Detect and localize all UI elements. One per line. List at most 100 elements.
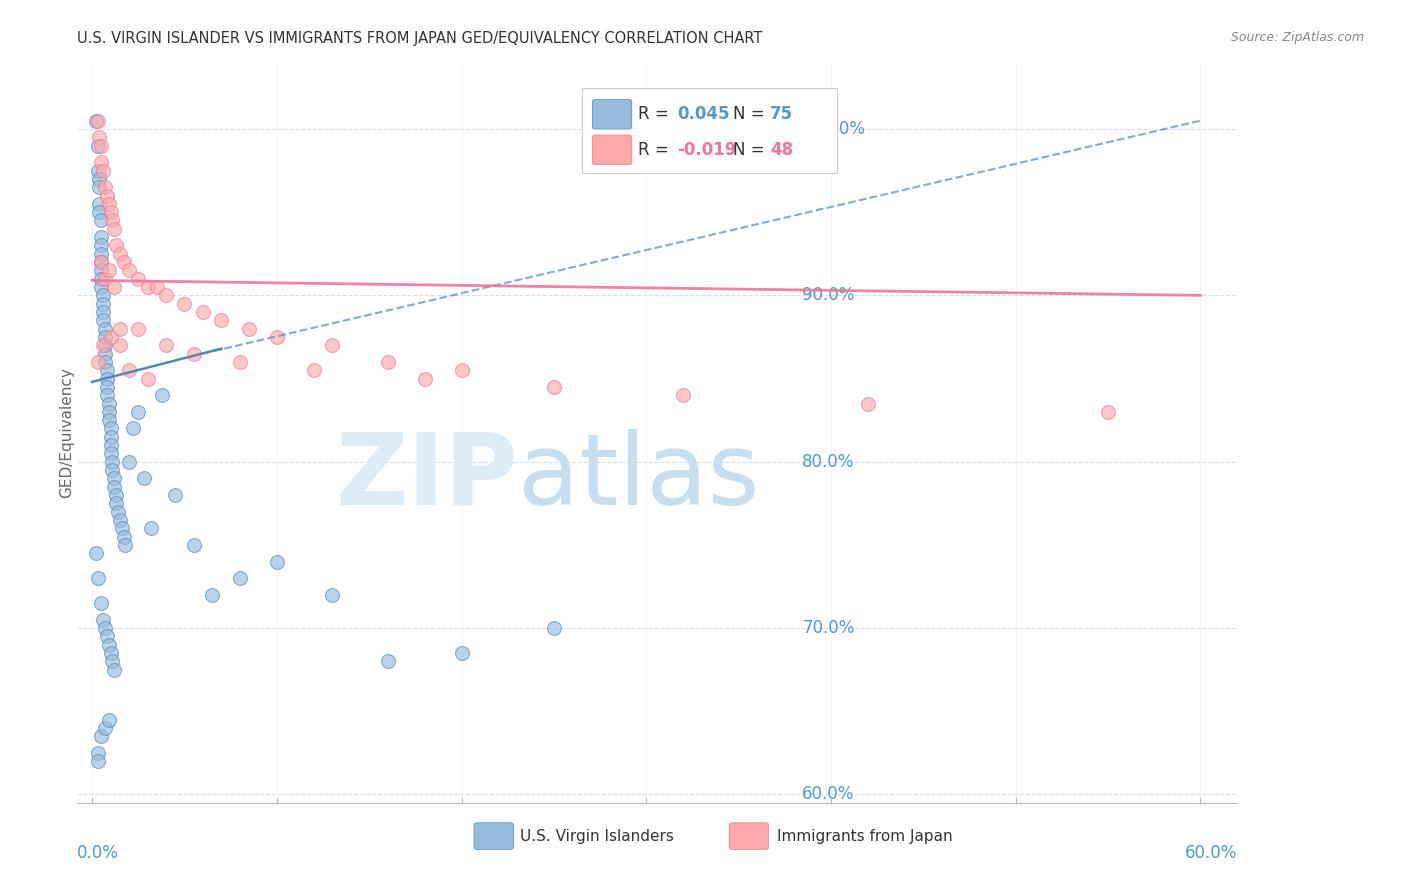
- Point: [201, 588, 224, 602]
- Text: 80.0%: 80.0%: [803, 453, 855, 471]
- Point: [121, 421, 143, 435]
- Point: [84, 546, 107, 560]
- Point: [103, 280, 125, 294]
- Point: [94, 330, 117, 344]
- Point: [97, 197, 120, 211]
- Point: [97, 413, 120, 427]
- Y-axis label: GED/Equivalency: GED/Equivalency: [59, 368, 73, 498]
- Point: [155, 338, 177, 352]
- Point: [89, 197, 111, 211]
- Point: [103, 480, 125, 494]
- Point: [90, 280, 112, 294]
- Point: [229, 355, 252, 369]
- Point: [86, 113, 108, 128]
- Point: [101, 463, 124, 477]
- Point: [266, 555, 288, 569]
- Point: [118, 455, 141, 469]
- Text: N =: N =: [733, 105, 769, 123]
- Point: [97, 638, 120, 652]
- Point: [1097, 405, 1119, 419]
- Point: [91, 613, 114, 627]
- Text: 60.0%: 60.0%: [803, 786, 855, 804]
- Point: [165, 488, 187, 502]
- Point: [97, 396, 120, 410]
- Text: 90.0%: 90.0%: [803, 286, 855, 304]
- Point: [105, 488, 128, 502]
- Point: [191, 305, 214, 319]
- Point: [96, 629, 118, 643]
- Point: [108, 321, 131, 335]
- Point: [108, 246, 131, 260]
- Point: [89, 130, 111, 145]
- Point: [155, 288, 177, 302]
- Point: [112, 255, 135, 269]
- Point: [86, 746, 108, 760]
- Point: [100, 330, 122, 344]
- Text: 70.0%: 70.0%: [803, 619, 855, 637]
- Point: [90, 213, 112, 227]
- Point: [127, 321, 149, 335]
- Point: [91, 313, 114, 327]
- Point: [141, 521, 163, 535]
- Point: [94, 621, 117, 635]
- Point: [97, 405, 120, 419]
- Point: [413, 371, 436, 385]
- Point: [90, 729, 112, 743]
- Point: [100, 430, 122, 444]
- Text: atlas: atlas: [517, 428, 759, 525]
- Text: -0.019: -0.019: [678, 141, 737, 159]
- Point: [89, 172, 111, 186]
- Text: 100.0%: 100.0%: [803, 120, 865, 138]
- Point: [266, 330, 288, 344]
- Point: [101, 654, 124, 668]
- Point: [302, 363, 325, 377]
- Point: [103, 222, 125, 236]
- Point: [96, 380, 118, 394]
- Point: [543, 621, 565, 635]
- Point: [672, 388, 695, 402]
- Point: [94, 346, 117, 360]
- Point: [94, 180, 117, 194]
- Point: [86, 754, 108, 768]
- Point: [94, 338, 117, 352]
- Point: [150, 388, 173, 402]
- Point: [103, 663, 125, 677]
- Point: [377, 355, 399, 369]
- Point: [321, 338, 343, 352]
- Point: [118, 363, 141, 377]
- Point: [94, 271, 117, 285]
- Point: [86, 355, 108, 369]
- Text: Source: ZipAtlas.com: Source: ZipAtlas.com: [1230, 31, 1364, 45]
- Point: [136, 371, 159, 385]
- Point: [173, 296, 195, 310]
- Point: [84, 113, 107, 128]
- Point: [96, 188, 118, 202]
- Point: [96, 363, 118, 377]
- Point: [108, 513, 131, 527]
- FancyBboxPatch shape: [582, 88, 837, 173]
- Point: [89, 180, 111, 194]
- Point: [114, 538, 136, 552]
- Point: [91, 288, 114, 302]
- Text: R =: R =: [637, 141, 673, 159]
- Point: [94, 355, 117, 369]
- Point: [127, 271, 149, 285]
- FancyBboxPatch shape: [592, 99, 631, 129]
- Point: [90, 238, 112, 252]
- Point: [127, 405, 149, 419]
- Text: 75: 75: [770, 105, 793, 123]
- Point: [86, 571, 108, 585]
- Text: 48: 48: [770, 141, 793, 159]
- Point: [90, 596, 112, 610]
- Point: [100, 205, 122, 219]
- FancyBboxPatch shape: [592, 135, 631, 165]
- Point: [450, 363, 472, 377]
- Point: [112, 530, 135, 544]
- Text: N =: N =: [733, 141, 769, 159]
- Point: [450, 646, 472, 660]
- Text: 0.0%: 0.0%: [77, 844, 120, 862]
- Text: U.S. VIRGIN ISLANDER VS IMMIGRANTS FROM JAPAN GED/EQUIVALENCY CORRELATION CHART: U.S. VIRGIN ISLANDER VS IMMIGRANTS FROM …: [77, 31, 762, 46]
- Point: [543, 380, 565, 394]
- Point: [183, 346, 205, 360]
- Point: [100, 438, 122, 452]
